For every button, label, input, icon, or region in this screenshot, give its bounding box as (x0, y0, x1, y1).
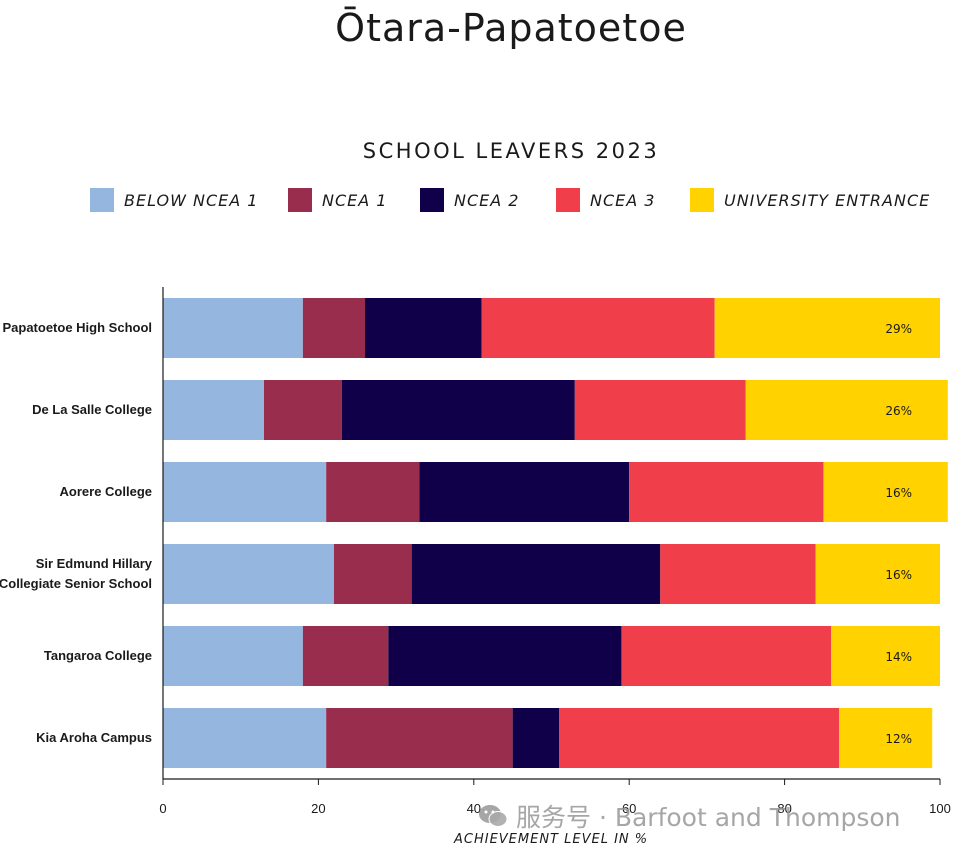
category-label: Sir Edmund Hillary (36, 556, 153, 571)
x-tick-label: 0 (159, 801, 166, 816)
legend-item-ncea1: NCEA 1 (288, 188, 387, 212)
bar-segment (163, 708, 327, 768)
bar-segment (302, 626, 389, 686)
legend: BELOW NCEA 1 NCEA 1 NCEA 2 NCEA 3 UNIVER… (0, 188, 954, 214)
x-tick-label: 20 (311, 801, 325, 816)
bar-segment (341, 380, 575, 440)
bar-segment (831, 626, 940, 686)
legend-swatch-ue (690, 188, 714, 212)
legend-item-ncea2: NCEA 2 (420, 188, 519, 212)
wechat-icon (479, 805, 508, 827)
page-title: Ōtara-Papatoetoe (335, 6, 687, 50)
bar-segment (411, 544, 661, 604)
bar-segment (163, 462, 327, 522)
data-label: 14% (885, 650, 912, 664)
bar-segment (163, 298, 303, 358)
category-label: Papatoetoe High School (2, 320, 152, 335)
bar-segment (326, 462, 420, 522)
legend-item-ncea3: NCEA 3 (556, 188, 655, 212)
category-label: Kia Aroha Campus (36, 730, 152, 745)
bar-segment (264, 380, 342, 440)
bar-segment (326, 708, 513, 768)
legend-label-ncea1: NCEA 1 (322, 190, 388, 210)
data-label: 26% (885, 404, 912, 418)
x-tick-label: 100 (929, 801, 951, 816)
legend-label-ncea3: NCEA 3 (590, 190, 656, 210)
bar-segment (419, 462, 630, 522)
bar-segment (163, 626, 303, 686)
legend-item-ue: UNIVERSITY ENTRANCE (690, 188, 930, 212)
legend-swatch-ncea2 (420, 188, 444, 212)
bar-segment (365, 298, 482, 358)
watermark: 服务号 · Barfoot and Thompson (478, 800, 901, 832)
bar-segment (714, 298, 940, 358)
bar-segment (745, 380, 948, 440)
bar-segment (163, 544, 334, 604)
bar-segment (163, 380, 265, 440)
legend-label-ncea2: NCEA 2 (454, 190, 520, 210)
watermark-text: 服务号 · Barfoot and Thompson (516, 803, 901, 832)
bar-segment (388, 626, 622, 686)
data-label: 12% (885, 732, 912, 746)
legend-label-below-ncea1: BELOW NCEA 1 (124, 190, 259, 210)
bar-segment (660, 544, 816, 604)
x-axis-title: ACHIEVEMENT LEVEL IN % (454, 832, 649, 847)
x-tick-label: 40 (467, 801, 481, 816)
bar-segment (333, 544, 412, 604)
bar-segment (559, 708, 839, 768)
bar-segment (629, 462, 824, 522)
bar-segment (823, 462, 948, 522)
legend-item-below-ncea1: BELOW NCEA 1 (90, 188, 258, 212)
legend-swatch-below-ncea1 (90, 188, 114, 212)
category-label: Tangaroa College (44, 648, 152, 663)
data-label: 16% (885, 568, 912, 582)
x-tick-label: 60 (622, 801, 636, 816)
category-label: Collegiate Senior School (0, 576, 152, 591)
bar-segment (302, 298, 366, 358)
data-label: 29% (885, 322, 912, 336)
category-label: De La Salle College (32, 402, 152, 417)
legend-swatch-ncea3 (556, 188, 580, 212)
bar-segment (621, 626, 832, 686)
bar-segment (815, 544, 940, 604)
chart-title: SCHOOL LEAVERS 2023 (362, 139, 660, 163)
legend-label-ue: UNIVERSITY ENTRANCE (724, 190, 931, 210)
legend-swatch-ncea1 (288, 188, 312, 212)
bar-segment (481, 298, 715, 358)
bar-segment (512, 708, 560, 768)
category-label: Aorere College (60, 484, 152, 499)
x-tick-label: 80 (777, 801, 791, 816)
data-label: 16% (885, 486, 912, 500)
bar-segment (838, 708, 933, 768)
bar-segment (574, 380, 746, 440)
